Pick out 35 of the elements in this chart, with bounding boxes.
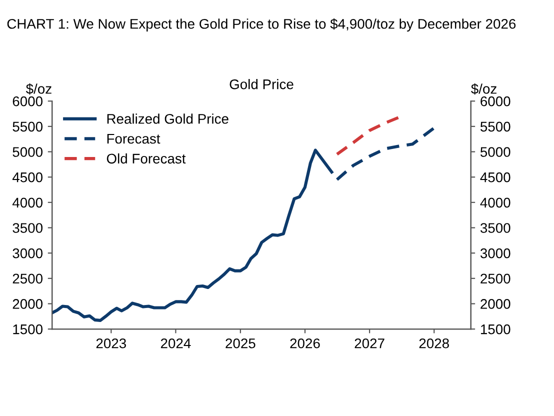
y-tick-label: 4000 <box>12 198 43 208</box>
y2-tick-label: 4000 <box>480 198 510 208</box>
y-tick-label: 5000 <box>12 147 43 157</box>
y-tick-label: 6000 <box>12 96 43 106</box>
y2-tick-label: 3000 <box>480 248 510 258</box>
y2-tick-label: 5500 <box>480 122 510 132</box>
line-series <box>335 126 436 182</box>
x-tick-label: 2024 <box>160 338 191 348</box>
line-series <box>52 148 334 322</box>
y-axis-title: $/oz <box>26 83 52 95</box>
y2-tick-label: 2000 <box>480 299 510 309</box>
y-tick-label: 4500 <box>12 172 43 182</box>
legend-label: Realized Gold Price <box>107 114 228 124</box>
y-tick-label: 1500 <box>13 324 43 334</box>
y2-tick-label: 5000 <box>480 147 510 157</box>
y2-axis-title: $/oz <box>471 83 496 95</box>
legend-label: Old Forecast <box>106 153 186 164</box>
x-tick-label: 2027 <box>354 338 384 348</box>
y-tick-label: 5500 <box>12 122 43 132</box>
x-tick-label: 2026 <box>290 338 320 348</box>
y-tick-label: 3500 <box>12 223 43 233</box>
y-tick-label: 3000 <box>12 248 43 258</box>
y2-tick-label: 4500 <box>480 172 510 182</box>
y-tick-label: 2000 <box>12 299 43 309</box>
legend-label: Forecast <box>107 134 160 144</box>
x-tick-label: 2023 <box>96 338 126 348</box>
y2-tick-label: 1500 <box>480 324 510 334</box>
chart-subtitle: Gold Price <box>230 79 294 90</box>
y2-tick-label: 6000 <box>480 96 510 106</box>
y2-tick-label: 2500 <box>480 274 510 284</box>
x-tick-label: 2028 <box>419 338 449 348</box>
x-tick-label: 2025 <box>226 338 256 348</box>
y2-tick-label: 3500 <box>480 223 510 233</box>
chart-title: CHART 1: We Now Expect the Gold Price to Rise to $4,900/toz by December 2026 <box>7 18 516 32</box>
y-tick-label: 2500 <box>12 274 43 284</box>
